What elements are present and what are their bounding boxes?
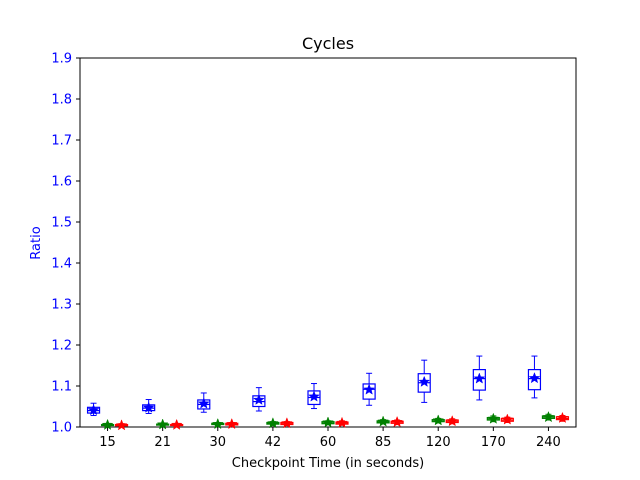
mean-star [280,417,293,429]
mean-star [308,390,320,402]
x-tick-label: 85 [375,435,392,450]
mean-star [252,393,265,405]
y-axis-label: Ratio [29,226,44,259]
data-marks [86,355,570,431]
x-tick-label: 60 [320,435,337,450]
mean-star [115,419,128,431]
mean-star [363,383,376,395]
y-tick-label: 1.4 [51,257,72,272]
y-tick-label: 1.7 [51,134,72,149]
mean-star [487,412,500,424]
plot-frame [79,57,577,428]
mean-star [556,411,569,424]
y-tick-label: 1.5 [51,216,72,231]
mean-star [87,403,100,416]
series-2 [114,411,570,431]
mean-star [446,415,459,427]
mean-star [156,418,169,430]
y-tick-label: 1.3 [51,298,72,313]
chart-title: Cycles [302,34,354,53]
x-tick-label: 15 [99,435,116,450]
box [472,369,486,391]
series-0 [86,355,542,417]
x-tick-label: 170 [481,435,506,450]
y-tick-label: 1.6 [51,175,72,190]
x-tick-label: 42 [265,435,282,450]
mean-star [542,410,555,423]
y-tick-label: 1.9 [51,52,72,67]
mean-star [266,417,279,429]
mean-star [501,413,514,425]
series-1 [100,410,556,430]
y-tick-label: 1.8 [51,93,72,108]
x-tick-label: 120 [426,435,451,450]
mean-star [142,401,155,413]
plot-area: 1.0 1.1 1.2 1.3 1.4 1.5 1.6 1.7 1.8 1.9 15 21 30 42 60… [51,52,577,450]
mean-star [432,414,445,426]
box [527,369,542,391]
mean-star [418,375,431,387]
y-tick-label: 1.2 [51,339,72,354]
mean-star [197,397,210,409]
mean-star [377,415,390,427]
x-axis-label: Checkpoint Time (in seconds) [232,456,425,471]
mean-star [391,415,404,428]
mean-star [322,416,334,428]
y-tick-label: 1.1 [51,380,72,395]
mean-star [225,417,238,430]
x-tick-label: 21 [154,435,171,450]
mean-star [336,416,348,428]
mean-star [528,371,541,384]
mean-star [170,418,183,430]
y-tick-label: 1.0 [51,421,72,436]
mean-star [473,372,486,384]
mean-star [211,417,224,430]
mean-star [101,418,114,430]
x-tick-label: 30 [210,435,227,450]
x-tick-label: 240 [536,435,561,450]
